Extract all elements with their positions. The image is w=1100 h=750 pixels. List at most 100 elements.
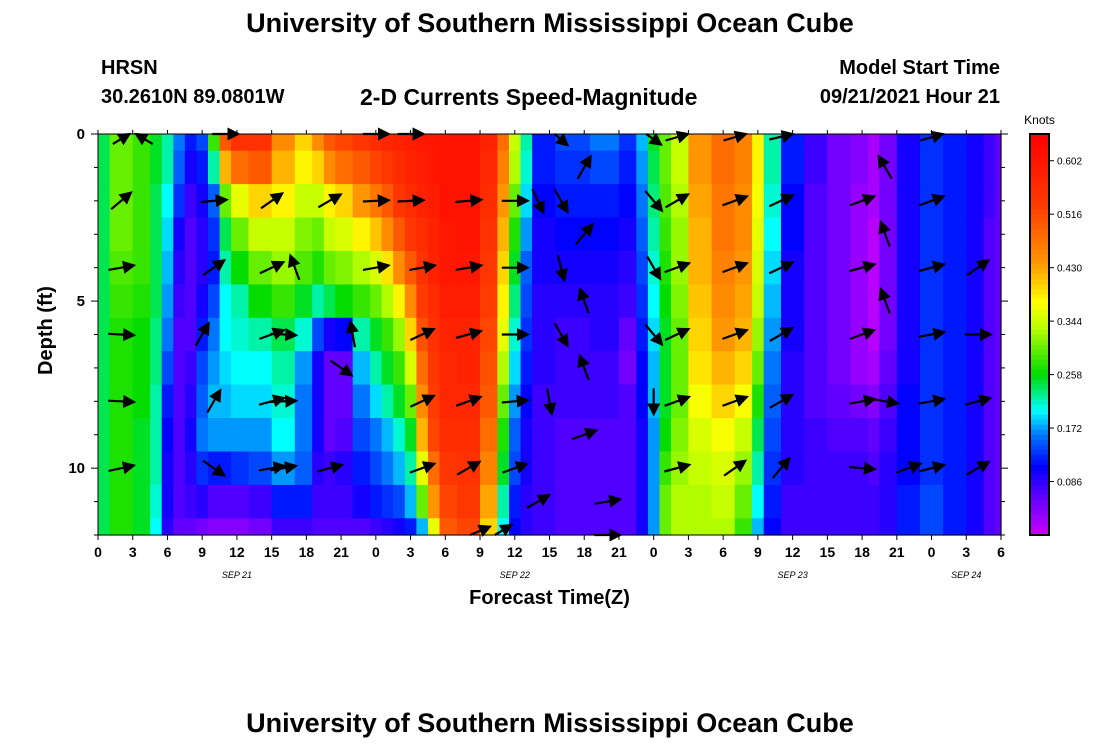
heatmap-cell bbox=[150, 150, 163, 185]
heatmap-cell bbox=[943, 484, 967, 519]
colorbar-frame bbox=[1029, 133, 1050, 536]
heatmap-cell bbox=[966, 184, 985, 219]
current-vector-arrow bbox=[577, 353, 590, 381]
heatmap-cell bbox=[173, 518, 186, 536]
current-vector-arrow bbox=[108, 328, 137, 342]
heatmap-cell bbox=[109, 217, 134, 252]
colorbar-segment bbox=[1030, 339, 1049, 346]
heatmap-cell bbox=[497, 150, 510, 185]
current-vector-arrow bbox=[108, 260, 137, 274]
heatmap-cell bbox=[636, 317, 649, 352]
station-name: HRSN bbox=[101, 57, 158, 79]
heatmap-cell bbox=[896, 484, 921, 519]
heatmap-cell bbox=[532, 150, 556, 185]
heatmap-cell bbox=[404, 284, 417, 319]
current-vector-arrow bbox=[316, 461, 345, 475]
heatmap-cell bbox=[248, 184, 273, 219]
heatmap-cell bbox=[370, 284, 383, 319]
heatmap-cell bbox=[943, 284, 967, 319]
heatmap-cell bbox=[983, 134, 996, 152]
heatmap-cell bbox=[867, 518, 881, 536]
heatmap-cell bbox=[763, 418, 782, 452]
heatmap-cell bbox=[752, 518, 765, 536]
current-vector-arrow bbox=[270, 328, 299, 342]
colorbar-segment bbox=[1030, 349, 1049, 356]
heatmap-cell bbox=[688, 134, 713, 152]
x-tick-label: 15 bbox=[264, 544, 280, 560]
heatmap-cell bbox=[688, 351, 713, 386]
heatmap-cell bbox=[983, 150, 996, 185]
heatmap-cell bbox=[196, 150, 209, 185]
heatmap-cell bbox=[636, 351, 649, 386]
current-vector-arrow bbox=[206, 388, 222, 414]
heatmap-cell bbox=[827, 251, 852, 285]
heatmap-cell bbox=[132, 184, 151, 219]
heatmap-cell bbox=[370, 351, 383, 386]
heatmap-cell bbox=[943, 518, 967, 536]
heatmap-cell bbox=[312, 217, 325, 252]
y-axis-label: Depth (ft) bbox=[35, 286, 57, 375]
heatmap-cell bbox=[896, 384, 921, 419]
x-tick-label: 3 bbox=[962, 544, 970, 560]
heatmap-cell bbox=[294, 484, 313, 519]
heatmap-cell bbox=[109, 150, 134, 185]
heatmap-cell bbox=[98, 484, 111, 519]
heatmap-cell bbox=[752, 418, 765, 452]
heatmap-cell bbox=[404, 317, 417, 352]
chart-subtitle: 2-D Currents Speed-Magnitude bbox=[360, 84, 698, 110]
colorbar-segment bbox=[1030, 269, 1049, 275]
heatmap-cell bbox=[480, 384, 498, 419]
heatmap-cell bbox=[294, 134, 313, 152]
x-tick-label: 18 bbox=[576, 544, 592, 560]
heatmap-cell bbox=[335, 484, 354, 519]
heatmap-cell bbox=[659, 451, 672, 486]
heatmap-cell bbox=[98, 134, 111, 152]
heatmap-cell bbox=[827, 484, 852, 519]
heatmap-cell bbox=[352, 351, 371, 386]
colorbar-segment bbox=[1030, 279, 1049, 286]
heatmap-cell bbox=[867, 284, 881, 319]
heatmap-cell bbox=[659, 217, 672, 252]
heatmap-cell bbox=[781, 284, 805, 319]
heatmap-cell bbox=[734, 418, 753, 452]
current-vector-arrow bbox=[409, 327, 436, 341]
heatmap-cell bbox=[427, 384, 441, 419]
heatmap-cell bbox=[323, 351, 336, 386]
current-vector-arrow bbox=[553, 189, 569, 215]
heatmap-cell bbox=[619, 384, 637, 419]
heatmap-cell bbox=[381, 451, 394, 486]
colorbar-segment bbox=[1030, 515, 1049, 521]
current-vector-arrow bbox=[194, 321, 210, 347]
heatmap-cell bbox=[497, 484, 510, 519]
heatmap-cell bbox=[879, 251, 898, 285]
current-vector-arrow bbox=[501, 394, 530, 408]
heatmap-cell bbox=[150, 518, 163, 536]
heatmap-cell bbox=[688, 518, 713, 536]
heatmap-cell bbox=[335, 451, 354, 486]
heatmap-cell bbox=[619, 451, 637, 486]
colorbar-segment bbox=[1030, 264, 1049, 270]
heatmap-cell bbox=[520, 351, 533, 386]
footer-title: University of Southern Mississippi Ocean… bbox=[246, 708, 854, 738]
heatmap-cell bbox=[509, 134, 522, 152]
heatmap-cell bbox=[231, 184, 250, 219]
heatmap-cell bbox=[370, 518, 383, 536]
x-tick-label: 6 bbox=[441, 544, 449, 560]
colorbar-tick-label: 0.516 bbox=[1057, 210, 1082, 221]
heatmap-cell bbox=[763, 484, 782, 519]
current-vector-arrow bbox=[526, 493, 552, 510]
heatmap-cell bbox=[920, 418, 944, 452]
heatmap-cell bbox=[659, 317, 672, 352]
heatmap-cell bbox=[98, 284, 111, 319]
heatmap-cell bbox=[711, 184, 736, 219]
heatmap-cell bbox=[161, 217, 174, 252]
heatmap-cell bbox=[323, 150, 336, 185]
heatmap-cell bbox=[150, 484, 163, 519]
heatmap-cell bbox=[532, 284, 556, 319]
heatmap-cell bbox=[294, 418, 313, 452]
heatmap-cell bbox=[966, 284, 985, 319]
x-tick-label: 15 bbox=[542, 544, 558, 560]
heatmap-cell bbox=[335, 217, 354, 252]
colorbar-segment bbox=[1030, 319, 1049, 326]
heatmap-cell bbox=[323, 317, 336, 352]
